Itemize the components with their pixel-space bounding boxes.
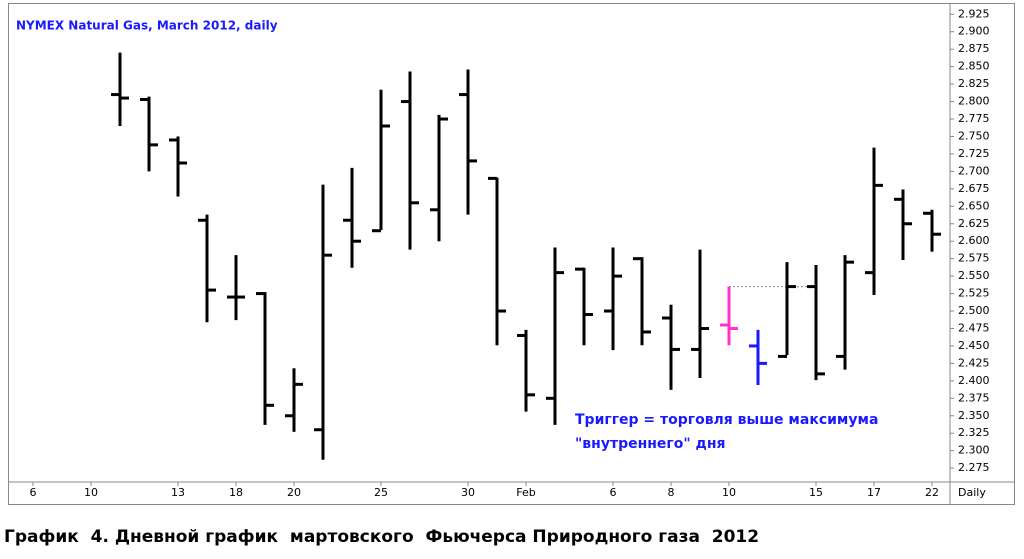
x-tick-label: Feb: [516, 486, 535, 499]
chart-frame: [8, 3, 1015, 505]
x-tick-label: 30: [461, 486, 475, 499]
x-tick-label: 20: [287, 486, 301, 499]
y-tick-label: 2.375: [958, 391, 990, 404]
y-tick-label: 2.275: [958, 461, 990, 474]
y-tick-label: 2.675: [958, 182, 990, 195]
x-tick-label: 22: [925, 486, 939, 499]
y-tick-label: 2.650: [958, 199, 990, 212]
y-tick-label: 2.850: [958, 60, 990, 73]
y-tick-label: 2.400: [958, 374, 990, 387]
x-tick-label: 15: [809, 486, 823, 499]
y-tick-label: 2.750: [958, 129, 990, 142]
x-tick-label: 6: [610, 486, 617, 499]
y-tick-label: 2.800: [958, 95, 990, 108]
y-tick-label: 2.425: [958, 356, 990, 369]
y-tick-label: 2.775: [958, 112, 990, 125]
y-tick-label: 2.525: [958, 287, 990, 300]
y-tick-label: 2.300: [958, 444, 990, 457]
y-tick-label: 2.325: [958, 426, 990, 439]
x-tick-label: 25: [374, 486, 388, 499]
x-tick-label: 8: [668, 486, 675, 499]
y-tick-label: 2.550: [958, 269, 990, 282]
y-tick-label: 2.625: [958, 217, 990, 230]
annotation: "внутреннего" дня: [575, 436, 726, 452]
chart-title: NYMEX Natural Gas, March 2012, daily: [16, 19, 278, 33]
y-tick-label: 2.825: [958, 77, 990, 90]
x-tick-label: 10: [84, 486, 98, 499]
y-tick-label: 2.725: [958, 147, 990, 160]
y-tick-label: 2.700: [958, 164, 990, 177]
y-tick-label: 2.350: [958, 409, 990, 422]
y-tick-label: 2.500: [958, 304, 990, 317]
y-tick-label: 2.925: [958, 7, 990, 20]
x-tick-label: 18: [229, 486, 243, 499]
y-tick-label: 2.900: [958, 25, 990, 38]
x-axis-label: Daily: [958, 486, 986, 499]
y-tick-label: 2.600: [958, 234, 990, 247]
x-tick-label: 13: [171, 486, 185, 499]
caption: График 4. Дневной график мартовского Фью…: [4, 527, 759, 547]
y-tick-label: 2.875: [958, 42, 990, 55]
annotation: Триггер = торговля выше максимума: [575, 412, 878, 428]
x-tick-label: 17: [867, 486, 881, 499]
x-tick-label: 6: [30, 486, 37, 499]
y-tick-label: 2.450: [958, 339, 990, 352]
x-tick-label: 10: [722, 486, 736, 499]
y-tick-label: 2.475: [958, 321, 990, 334]
y-tick-label: 2.575: [958, 252, 990, 265]
